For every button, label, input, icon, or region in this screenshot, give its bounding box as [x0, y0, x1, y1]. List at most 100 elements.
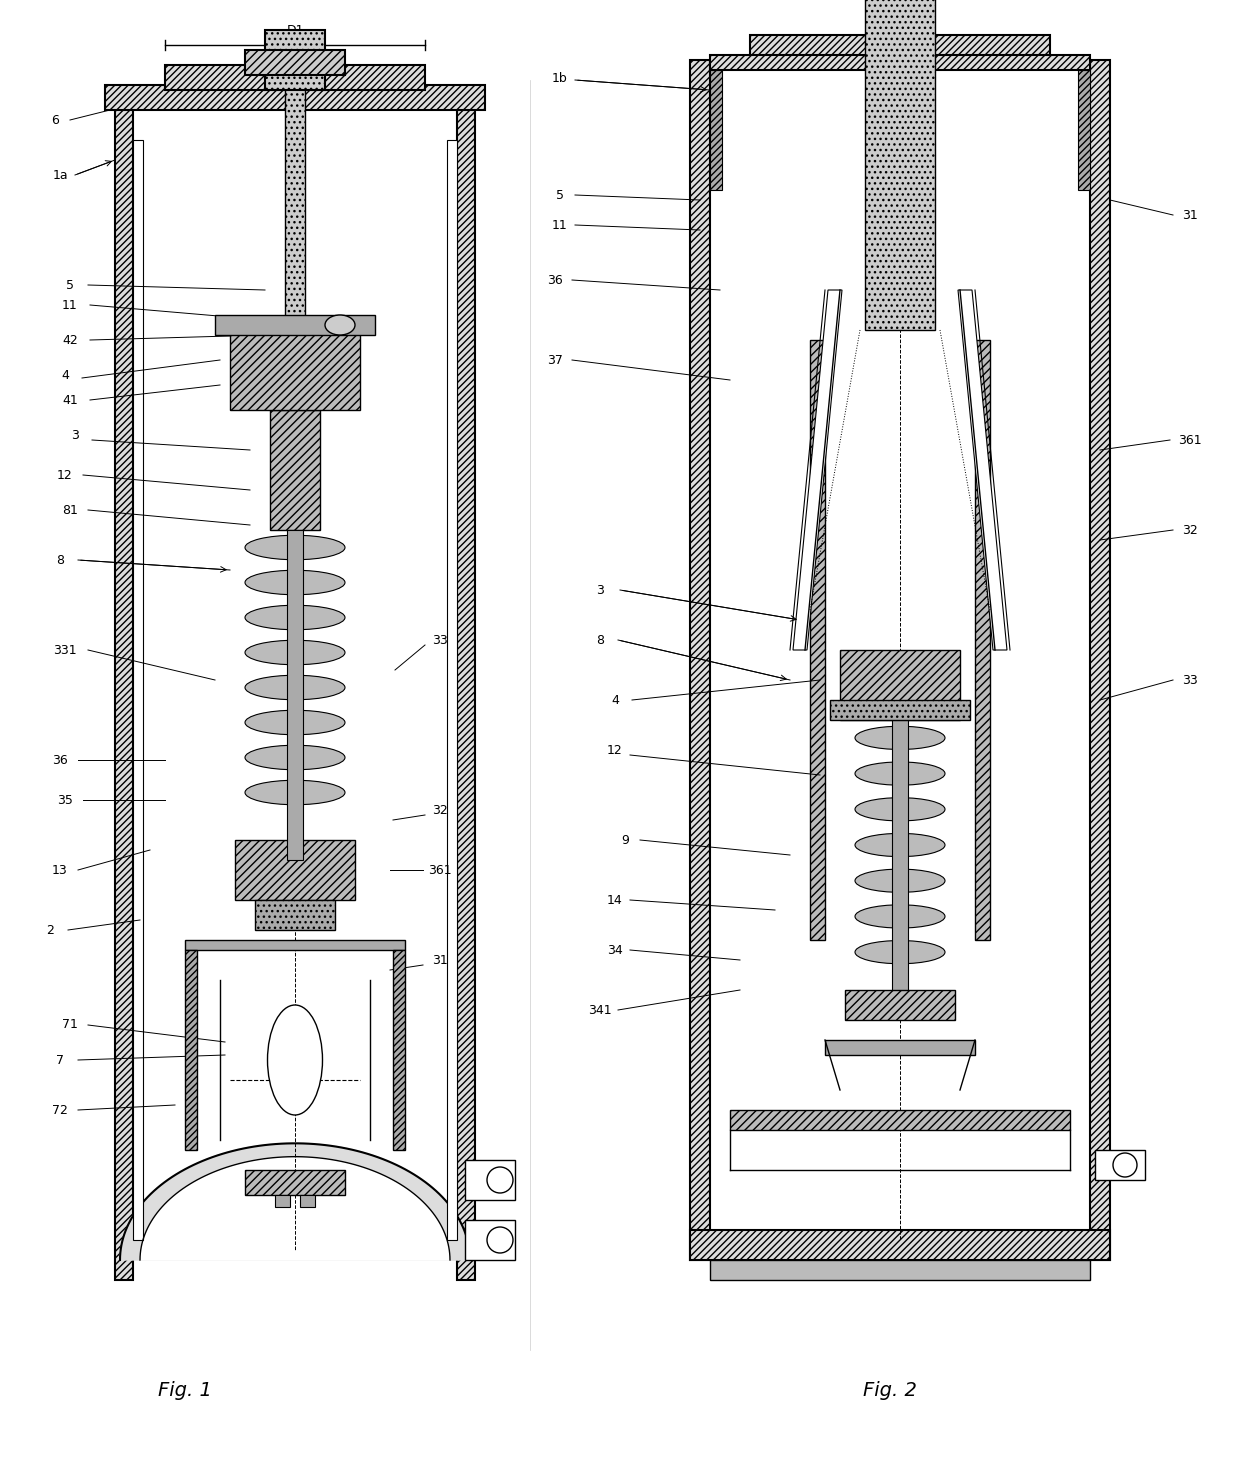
Bar	[1090, 60, 1110, 1260]
Text: 12: 12	[57, 468, 73, 481]
Text: 341: 341	[588, 1003, 611, 1016]
Bar	[133, 140, 143, 1239]
Ellipse shape	[246, 710, 345, 735]
Bar	[270, 410, 320, 531]
Text: 9: 9	[621, 834, 629, 847]
Text: 31: 31	[432, 954, 448, 967]
Text: 31: 31	[1182, 208, 1198, 222]
Ellipse shape	[246, 640, 345, 665]
Text: 3: 3	[596, 583, 604, 596]
Ellipse shape	[856, 726, 945, 749]
Bar	[285, 31, 305, 430]
Text: 2: 2	[46, 923, 53, 936]
Text: 361: 361	[1178, 433, 1202, 446]
Text: 5: 5	[66, 278, 74, 292]
Ellipse shape	[246, 745, 345, 770]
Text: 4: 4	[61, 369, 69, 382]
Circle shape	[1114, 1153, 1137, 1177]
Text: 1a: 1a	[52, 169, 68, 181]
Text: 36: 36	[547, 274, 563, 287]
Text: 3: 3	[71, 429, 79, 442]
Bar	[255, 900, 335, 930]
Text: 5: 5	[556, 188, 564, 201]
Bar	[115, 101, 133, 1280]
Text: 14: 14	[608, 894, 622, 907]
Text: 8: 8	[596, 633, 604, 646]
Bar	[286, 531, 303, 860]
Ellipse shape	[856, 834, 945, 857]
Bar	[711, 70, 722, 190]
Text: Fig. 2: Fig. 2	[863, 1381, 916, 1400]
Text: 42: 42	[62, 334, 78, 347]
Bar	[839, 650, 960, 720]
Bar	[689, 1231, 1110, 1260]
Text: 12: 12	[608, 744, 622, 757]
Polygon shape	[794, 290, 842, 650]
Ellipse shape	[856, 940, 945, 964]
Ellipse shape	[856, 798, 945, 821]
Ellipse shape	[246, 675, 345, 700]
Bar	[830, 700, 970, 720]
Bar	[892, 720, 908, 1000]
Ellipse shape	[856, 869, 945, 892]
Text: 33: 33	[1182, 674, 1198, 687]
Bar	[229, 330, 360, 410]
Text: 7: 7	[56, 1054, 64, 1066]
Bar	[465, 1161, 515, 1200]
Text: 32: 32	[432, 803, 448, 816]
Text: 1b: 1b	[552, 71, 568, 85]
Circle shape	[487, 1228, 513, 1252]
Bar	[711, 55, 1090, 70]
Bar	[246, 50, 345, 74]
Text: 11: 11	[62, 299, 78, 312]
Bar	[825, 1040, 975, 1056]
Bar	[236, 840, 355, 900]
Text: 331: 331	[53, 643, 77, 656]
Bar	[866, 0, 935, 330]
Bar	[689, 60, 711, 1260]
Bar	[300, 1196, 315, 1207]
Ellipse shape	[246, 570, 345, 595]
Text: 41: 41	[62, 394, 78, 407]
Text: 81: 81	[62, 503, 78, 516]
Text: 4: 4	[611, 694, 619, 707]
Text: 11: 11	[552, 219, 568, 232]
Ellipse shape	[246, 605, 345, 630]
Text: 71: 71	[62, 1019, 78, 1031]
Ellipse shape	[856, 763, 945, 786]
Ellipse shape	[246, 780, 345, 805]
Text: D3: D3	[288, 857, 303, 868]
Text: D1: D1	[286, 23, 304, 36]
Circle shape	[487, 1166, 513, 1193]
Text: 33: 33	[432, 633, 448, 646]
Text: 32: 32	[1182, 523, 1198, 537]
Ellipse shape	[325, 315, 355, 335]
Bar	[215, 315, 374, 335]
Polygon shape	[120, 1143, 470, 1260]
Text: 35: 35	[57, 793, 73, 806]
Bar	[465, 1220, 515, 1260]
Bar	[711, 1260, 1090, 1280]
Bar	[446, 140, 458, 1239]
Text: 34: 34	[608, 943, 622, 956]
Text: Fig. 1: Fig. 1	[157, 1381, 212, 1400]
Text: D2: D2	[288, 1088, 303, 1098]
Text: 37: 37	[547, 353, 563, 366]
Bar	[275, 1196, 290, 1207]
Bar	[246, 1169, 345, 1196]
Polygon shape	[140, 1156, 450, 1260]
Bar	[730, 1110, 1070, 1130]
Text: 6: 6	[51, 114, 60, 127]
Bar	[165, 66, 425, 90]
Bar	[393, 951, 405, 1150]
Bar	[1095, 1150, 1145, 1180]
Bar	[844, 990, 955, 1021]
Bar	[185, 940, 405, 951]
Ellipse shape	[246, 535, 345, 560]
Bar	[975, 340, 990, 940]
Bar	[105, 85, 485, 109]
Polygon shape	[959, 290, 1007, 650]
Bar	[185, 951, 197, 1150]
Bar	[458, 101, 475, 1280]
Text: 13: 13	[52, 863, 68, 876]
